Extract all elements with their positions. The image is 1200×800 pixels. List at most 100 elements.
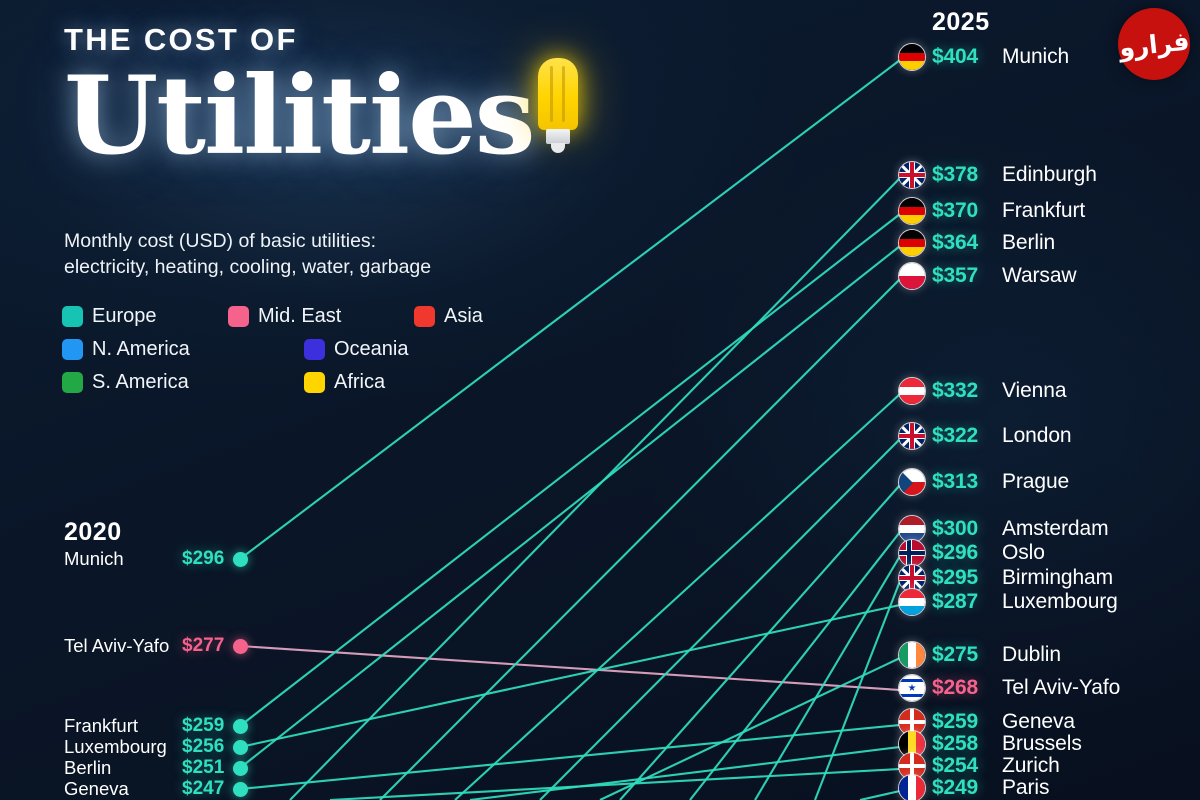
column-header-2025: 2025 <box>932 8 990 36</box>
list-item-2025-value: $404 <box>932 45 978 68</box>
lightbulb-icon <box>538 58 578 154</box>
logo-glyph: فرارو <box>1117 25 1191 63</box>
list-item-2020-value: $251 <box>182 757 225 778</box>
list-item-2025-value: $259 <box>932 710 978 733</box>
list-item-2020-city: Frankfurt <box>64 715 139 736</box>
legend-color-swatch <box>62 339 83 360</box>
legend-item-asia[interactable]: Asia <box>414 305 483 328</box>
data-point-dot[interactable] <box>233 761 248 776</box>
flag-icon-cz <box>898 468 926 496</box>
list-item-2025-city: Geneva <box>1002 710 1075 733</box>
list-item-2025-city: Dublin <box>1002 643 1061 666</box>
list-item-2020-value: $259 <box>182 715 225 736</box>
list-item-2025-city: Oslo <box>1002 541 1045 564</box>
legend-item-oceania[interactable]: Oceania <box>304 338 409 361</box>
list-item-2025-value: $295 <box>932 566 978 589</box>
list-item-2025-value: $268 <box>932 676 978 699</box>
legend-item-africa[interactable]: Africa <box>304 371 385 394</box>
legend-color-swatch <box>228 306 249 327</box>
list-item-2025-city: Warsaw <box>1002 264 1077 287</box>
flag-icon-il <box>898 674 926 702</box>
flag-icon-pl <box>898 262 926 290</box>
connector-line <box>469 745 901 800</box>
list-item-2020-city: Munich <box>64 548 124 569</box>
flag-icon-no <box>898 539 926 567</box>
flag-icon-at <box>898 377 926 405</box>
connector-line <box>539 438 901 800</box>
list-item-2025-value: $364 <box>932 231 978 254</box>
bulb-tip <box>551 143 565 153</box>
connector-line <box>599 657 901 800</box>
legend-label: N. America <box>92 338 190 360</box>
connector-line <box>619 484 901 800</box>
connector-line <box>239 59 901 560</box>
list-item-2020-city: Tel Aviv-Yafo <box>64 635 170 656</box>
list-item-2025-city: Vienna <box>1002 379 1067 402</box>
connector-line <box>689 531 901 800</box>
list-item-2025-value: $357 <box>932 264 978 287</box>
legend-color-swatch <box>304 372 325 393</box>
wordmark-text: Utilities <box>64 53 536 179</box>
list-item-2025-city: Berlin <box>1002 231 1056 254</box>
connector-line <box>239 644 901 692</box>
list-item-2025-city: Brussels <box>1002 732 1082 755</box>
list-item-2025-value: $287 <box>932 590 978 613</box>
publisher-logo[interactable]: فرارو <box>1117 8 1191 80</box>
legend-item-europe[interactable]: Europe <box>62 305 157 328</box>
list-item-2025-value: $254 <box>932 754 978 777</box>
list-item-2025-value: $249 <box>932 776 978 799</box>
list-item-2020-value: $247 <box>182 778 225 799</box>
legend-label: Oceania <box>334 338 409 360</box>
list-item-2025-value: $275 <box>932 643 978 666</box>
data-point-dot[interactable] <box>233 782 248 797</box>
connector-line <box>859 789 901 800</box>
legend-label: Mid. East <box>258 305 342 327</box>
list-item-2025-value: $313 <box>932 470 978 493</box>
legend-color-swatch <box>304 339 325 360</box>
data-point-dot[interactable] <box>233 639 248 654</box>
legend-color-swatch <box>62 372 83 393</box>
bulb-glass <box>538 58 578 130</box>
legend-item-s-america[interactable]: S. America <box>62 371 189 394</box>
legend-item-n-america[interactable]: N. America <box>62 338 190 361</box>
connector-line <box>239 245 901 769</box>
data-point-dot[interactable] <box>233 740 248 755</box>
connector-line <box>454 393 901 800</box>
legend-label: Africa <box>334 371 386 393</box>
title-block: THE COST OF Utilities <box>64 22 764 172</box>
list-item-2025-city: Zurich <box>1002 754 1060 777</box>
list-item-2025-city: Birmingham <box>1002 566 1114 589</box>
legend-label: Europe <box>92 305 157 327</box>
title-wordmark: Utilities <box>64 58 764 172</box>
connector-line <box>754 555 901 800</box>
list-item-2025-city: London <box>1002 424 1072 447</box>
connector-line <box>329 767 901 800</box>
subtitle-line-1: Monthly cost (USD) of basic utilities: <box>64 230 377 252</box>
list-item-2025-value: $378 <box>932 163 978 186</box>
list-item-2025-value: $332 <box>932 379 978 402</box>
connector-line <box>289 177 901 800</box>
flag-icon-de <box>898 197 926 225</box>
list-item-2025-city: Luxembourg <box>1002 590 1118 613</box>
list-item-2020-city: Berlin <box>64 757 112 778</box>
list-item-2025-value: $258 <box>932 732 978 755</box>
column-header-2020: 2020 <box>64 518 122 546</box>
connector-line <box>379 278 901 800</box>
legend-item-mid-east[interactable]: Mid. East <box>228 305 341 328</box>
data-point-dot[interactable] <box>233 719 248 734</box>
list-item-2020-city: Luxembourg <box>64 736 167 757</box>
list-item-2025-city: Tel Aviv-Yafo <box>1002 676 1121 699</box>
title-kicker: THE COST OF <box>64 22 298 57</box>
legend-label: S. America <box>92 371 189 393</box>
flag-icon-gb <box>898 422 926 450</box>
legend-label: Asia <box>444 305 483 327</box>
list-item-2025-city: Frankfurt <box>1002 199 1086 222</box>
list-item-2025-city: Munich <box>1002 45 1070 68</box>
list-item-2020-city: Geneva <box>64 778 129 799</box>
flag-icon-de <box>898 43 926 71</box>
data-point-dot[interactable] <box>233 552 248 567</box>
connector-line <box>239 603 901 749</box>
flag-icon-ie <box>898 641 926 669</box>
